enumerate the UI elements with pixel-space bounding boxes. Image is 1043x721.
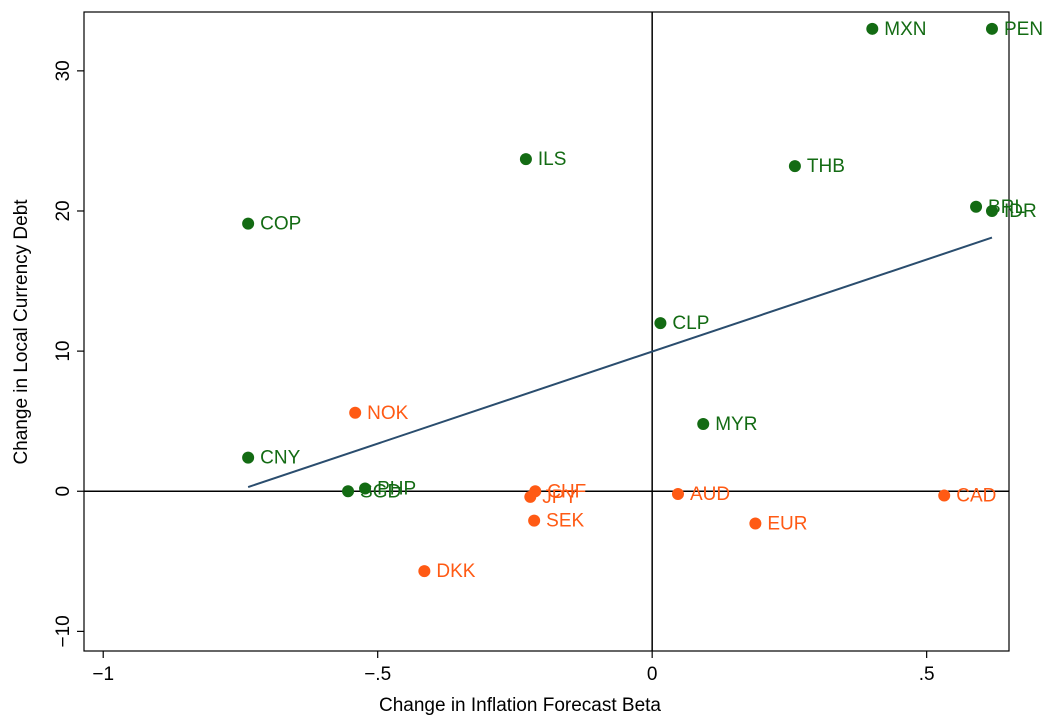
point-label: NOK bbox=[367, 403, 409, 424]
point-label: SGD bbox=[360, 481, 401, 502]
point bbox=[349, 406, 362, 419]
point-label: IDR bbox=[1004, 201, 1037, 222]
point-label: JPY bbox=[542, 487, 577, 508]
point-label: CNY bbox=[260, 448, 300, 469]
point bbox=[985, 22, 998, 35]
point-label: EUR bbox=[767, 513, 807, 534]
point bbox=[697, 417, 710, 430]
point bbox=[418, 565, 431, 578]
y-tick-label: −10 bbox=[53, 615, 74, 647]
point bbox=[519, 153, 532, 166]
point-label: ILS bbox=[538, 149, 567, 170]
point bbox=[528, 514, 541, 527]
y-tick-label: 20 bbox=[53, 200, 74, 221]
x-tick-label: 0 bbox=[647, 664, 658, 685]
y-axis-label: Change in Local Currency Debt bbox=[11, 199, 32, 465]
point-label: CHF bbox=[547, 481, 586, 502]
point-label: CAD bbox=[956, 485, 996, 506]
point-label: MYR bbox=[715, 414, 757, 435]
fit-line bbox=[247, 236, 993, 488]
point bbox=[342, 485, 355, 498]
point bbox=[524, 490, 537, 503]
point-label: COP bbox=[260, 214, 301, 235]
point bbox=[788, 160, 801, 173]
y-tick-label: 0 bbox=[53, 486, 74, 497]
point bbox=[242, 217, 255, 230]
plot-frame bbox=[83, 11, 1010, 652]
point bbox=[749, 517, 762, 530]
x-tick-label: −1 bbox=[92, 664, 114, 685]
x-axis-label: Change in Inflation Forecast Beta bbox=[379, 695, 661, 716]
point bbox=[654, 317, 667, 330]
point bbox=[671, 488, 684, 501]
point bbox=[985, 204, 998, 217]
point bbox=[866, 22, 879, 35]
point-label: AUD bbox=[690, 484, 730, 505]
y-tick-label: 30 bbox=[53, 60, 74, 81]
point bbox=[938, 489, 951, 502]
point-label: SEK bbox=[546, 511, 584, 532]
x-tick-label: −.5 bbox=[364, 664, 391, 685]
point-label: DKK bbox=[436, 561, 475, 582]
point-label: CLP bbox=[672, 313, 709, 334]
point bbox=[242, 451, 255, 464]
point-label: MXN bbox=[884, 19, 926, 40]
point bbox=[970, 200, 983, 213]
y-tick-label: 10 bbox=[53, 341, 74, 362]
point-label: PEN bbox=[1004, 19, 1043, 40]
point bbox=[359, 482, 372, 495]
x-tick-label: .5 bbox=[919, 664, 935, 685]
point-label: THB bbox=[807, 156, 845, 177]
point-label: PHP bbox=[377, 478, 416, 499]
